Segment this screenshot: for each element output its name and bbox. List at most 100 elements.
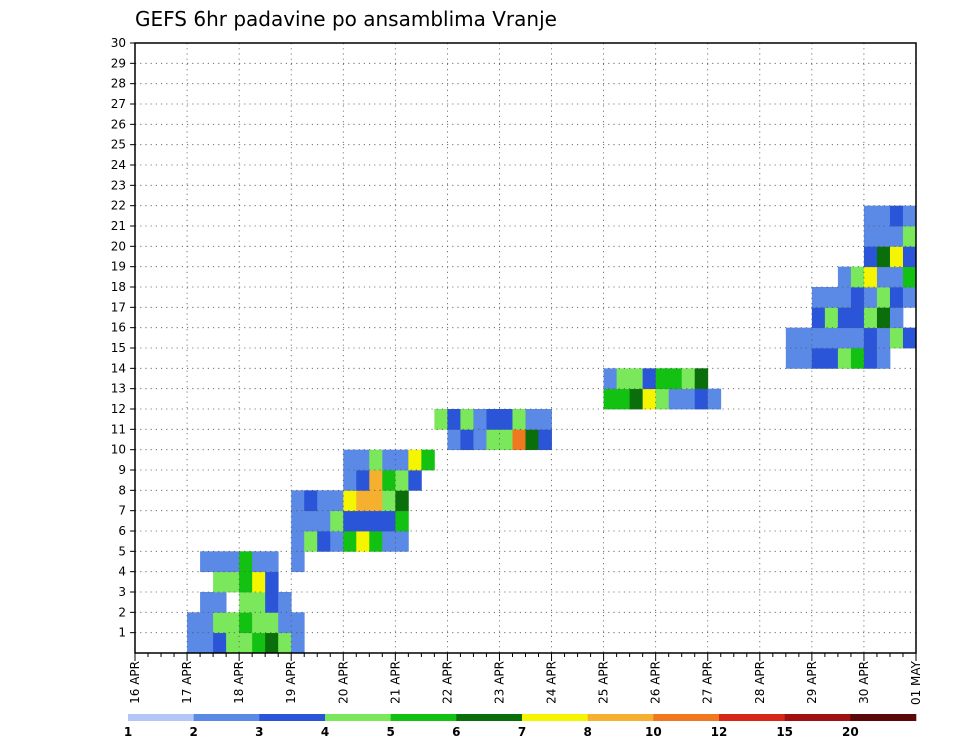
y-tick-label: 1 [118,626,126,640]
heatmap-cell [850,307,865,329]
heatmap-cell [317,510,331,532]
heatmap-cell [512,429,526,451]
heatmap-cell [538,409,552,430]
heatmap-cell [239,612,253,634]
y-tick-label: 21 [111,219,126,233]
heatmap-cell [837,327,852,349]
heatmap-cell [902,205,917,227]
heatmap-cell [902,287,917,308]
heatmap-cell [668,388,683,410]
heatmap-cell [408,470,422,491]
colorbar-label: 20 [842,725,859,739]
heatmap-cell [863,327,878,349]
heatmap-cell [343,449,357,471]
heatmap-cell [811,287,826,308]
x-tick-label: 20 APR [336,661,350,704]
x-tick-label: 24 APR [545,661,559,704]
heatmap-cell [395,470,409,491]
heatmap-cell [798,348,813,369]
heatmap-cell [603,388,618,410]
heatmap-cell [889,205,904,227]
heatmap-cell [889,327,904,349]
y-tick-label: 10 [111,443,126,457]
heatmap-cell [239,551,253,573]
heatmap-cell [369,510,383,532]
heatmap-cell [317,531,331,552]
heatmap-cell [889,266,904,288]
heatmap-cell [356,470,370,491]
y-tick-label: 8 [118,483,126,497]
heatmap-cell [642,388,657,410]
heatmap-cell [876,226,891,247]
heatmap-cell [382,470,396,491]
heatmap-cell [421,449,435,471]
heatmap-cell [213,571,227,593]
heatmap-cell [330,490,344,512]
heatmap-cell [343,470,357,491]
y-tick-label: 18 [111,280,126,294]
heatmap-cell [317,490,331,512]
heatmap-cell [356,531,370,552]
x-tick-label: 29 APR [805,661,819,704]
colorbar-segment [259,714,326,721]
y-tick-label: 4 [118,565,126,579]
heatmap-cell [473,409,487,430]
heatmap-cell [213,592,227,613]
heatmap-cell [291,612,305,634]
y-tick-label: 17 [111,300,126,314]
x-tick-label: 19 APR [284,661,298,704]
heatmap-cell [811,307,826,329]
heatmap-cell [863,348,878,369]
y-tick-label: 7 [118,504,126,518]
y-tick-label: 5 [118,544,126,558]
y-tick-label: 12 [111,402,126,416]
y-tick-label: 25 [111,138,126,152]
heatmap-cell [369,531,383,552]
heatmap-cell [343,510,357,532]
heatmap-cell [278,612,292,634]
x-tick-label: 21 APR [388,661,402,704]
colorbar-label: 1 [124,725,132,739]
heatmap-cell [434,409,448,430]
heatmap-cell [252,612,266,634]
heatmap-cell [850,287,865,308]
heatmap-cell [785,348,800,369]
y-tick-label: 29 [111,56,126,70]
heatmap-cell [863,205,878,227]
heatmap-cell [291,632,305,654]
heatmap-cell [304,510,318,532]
x-tick-label: 23 APR [492,661,506,704]
heatmap-cell [252,592,266,613]
heatmap-cell [252,632,266,654]
y-tick-label: 30 [111,36,126,50]
x-tick-label: 16 APR [128,661,142,704]
heatmap-cell [499,409,513,430]
y-tick-label: 26 [111,117,126,131]
heatmap-cell [447,429,461,451]
heatmap-cell [291,490,305,512]
heatmap-cell [330,510,344,532]
colorbar-segment [719,714,785,721]
heatmap-cell [785,327,800,349]
heatmap-cell [876,327,891,349]
y-tick-label: 15 [111,341,126,355]
heatmap-cell [239,632,253,654]
heatmap-cell [850,348,865,369]
x-tick-label: 22 APR [440,661,454,704]
heatmap-cell [681,388,696,410]
x-tick-label: 01 MAY [909,660,923,705]
heatmap-cell [837,348,852,369]
heatmap-cell [850,266,865,288]
heatmap-cell [876,246,891,268]
x-tick-label: 30 APR [857,661,871,704]
heatmap-cell [187,612,201,634]
colorbar-label: 3 [255,725,263,739]
y-tick-label: 27 [111,97,126,111]
heatmap-cell [239,592,253,613]
heatmap-cell [837,307,852,329]
colorbar-label: 2 [189,725,197,739]
heatmap-cell [876,205,891,227]
y-tick-label: 11 [111,422,126,436]
heatmap-cell [824,327,839,349]
